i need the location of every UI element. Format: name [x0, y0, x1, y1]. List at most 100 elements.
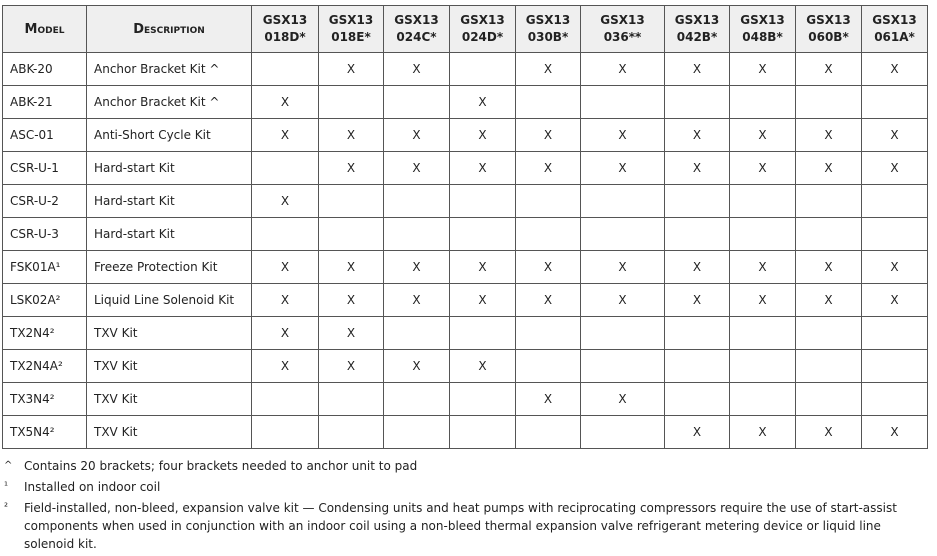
empty-cell — [664, 217, 730, 251]
description-cell: Hard-start Kit — [86, 151, 252, 185]
empty-cell — [861, 217, 928, 251]
column-header: GSX13 042B* — [664, 5, 730, 53]
footnote: ^ Contains 20 brackets; four brackets nee… — [4, 457, 929, 475]
empty-cell — [664, 382, 730, 416]
table-row: ABK-21 Anchor Bracket Kit ^ X X — [2, 85, 928, 119]
check-cell: X — [383, 349, 450, 383]
check-cell: X — [515, 118, 581, 152]
model-cell: ASC-01 — [2, 118, 87, 152]
check-cell: X — [795, 415, 862, 449]
check-cell: X — [729, 151, 796, 185]
empty-cell — [580, 349, 665, 383]
empty-cell — [729, 349, 796, 383]
check-cell: X — [515, 250, 581, 284]
empty-cell — [515, 184, 581, 218]
check-cell: X — [318, 349, 384, 383]
table-row: TX5N4² TXV Kit X X X X — [2, 415, 928, 449]
empty-cell — [515, 217, 581, 251]
footnote-mark: ² — [4, 502, 9, 513]
empty-cell — [515, 415, 581, 449]
header-row: Model Description GSX13 018D* GSX13 018E* GS… — [2, 5, 928, 53]
description-cell: TXV Kit — [86, 415, 252, 449]
empty-cell — [515, 85, 581, 119]
description-cell: Anchor Bracket Kit ^ — [86, 52, 252, 86]
check-cell: X — [318, 151, 384, 185]
footnote: ¹ Installed on indoor coil — [4, 478, 929, 496]
check-cell: X — [251, 85, 319, 119]
empty-cell — [251, 382, 319, 416]
accessory-table: Model Description GSX13 018D* GSX13 018E* GS… — [2, 5, 928, 449]
model-cell: CSR-U-3 — [2, 217, 87, 251]
empty-cell — [861, 85, 928, 119]
check-cell: X — [580, 382, 665, 416]
empty-cell — [383, 316, 450, 350]
model-cell: LSK02A² — [2, 283, 87, 317]
column-header: GSX13 018E* — [318, 5, 384, 53]
footnote-text: Contains 20 brackets; four brackets need… — [24, 459, 418, 473]
check-cell: X — [580, 118, 665, 152]
model-cell: TX2N4² — [2, 316, 87, 350]
check-cell: X — [861, 415, 928, 449]
empty-cell — [383, 382, 450, 416]
check-cell: X — [729, 283, 796, 317]
table-row: ABK-20 Anchor Bracket Kit ^ X X X X X X X X — [2, 52, 928, 86]
empty-cell — [251, 52, 319, 86]
check-cell: X — [664, 415, 730, 449]
description-cell: Anti-Short Cycle Kit — [86, 118, 252, 152]
check-cell: X — [383, 250, 450, 284]
model-cell: CSR-U-2 — [2, 184, 87, 218]
model-cell: ABK-21 — [2, 85, 87, 119]
check-cell: X — [664, 118, 730, 152]
model-cell: FSK01A¹ — [2, 250, 87, 284]
model-cell: TX3N4² — [2, 382, 87, 416]
description-cell: Anchor Bracket Kit ^ — [86, 85, 252, 119]
table-row: CSR-U-3 Hard-start Kit — [2, 217, 928, 251]
empty-cell — [449, 184, 516, 218]
empty-cell — [861, 184, 928, 218]
check-cell: X — [449, 250, 516, 284]
empty-cell — [795, 184, 862, 218]
empty-cell — [318, 85, 384, 119]
check-cell: X — [383, 52, 450, 86]
empty-cell — [795, 217, 862, 251]
check-cell: X — [729, 250, 796, 284]
empty-cell — [795, 316, 862, 350]
table-row: FSK01A¹ Freeze Protection Kit X X X X X X X X X X — [2, 250, 928, 284]
check-cell: X — [861, 151, 928, 185]
empty-cell — [318, 217, 384, 251]
description-cell: Hard-start Kit — [86, 217, 252, 251]
check-cell: X — [861, 118, 928, 152]
check-cell: X — [580, 151, 665, 185]
description-cell: TXV Kit — [86, 382, 252, 416]
empty-cell — [861, 349, 928, 383]
empty-cell — [449, 415, 516, 449]
check-cell: X — [580, 250, 665, 284]
check-cell: X — [515, 382, 581, 416]
table-row: ASC-01 Anti-Short Cycle Kit X X X X X X X X X X — [2, 118, 928, 152]
check-cell: X — [449, 118, 516, 152]
empty-cell — [861, 382, 928, 416]
empty-cell — [795, 382, 862, 416]
empty-cell — [318, 382, 384, 416]
empty-cell — [449, 217, 516, 251]
model-cell: ABK-20 — [2, 52, 87, 86]
check-cell: X — [515, 151, 581, 185]
footnote-text: Installed on indoor coil — [24, 480, 161, 494]
description-cell: TXV Kit — [86, 316, 252, 350]
empty-cell — [383, 217, 450, 251]
check-cell: X — [664, 52, 730, 86]
check-cell: X — [251, 316, 319, 350]
table-row: CSR-U-2 Hard-start Kit X — [2, 184, 928, 218]
check-cell: X — [383, 151, 450, 185]
empty-cell — [580, 316, 665, 350]
empty-cell — [729, 85, 796, 119]
empty-cell — [383, 85, 450, 119]
check-cell: X — [795, 250, 862, 284]
check-cell: X — [664, 151, 730, 185]
empty-cell — [580, 85, 665, 119]
check-cell: X — [861, 250, 928, 284]
column-header: GSX13 036** — [580, 5, 665, 53]
check-cell: X — [318, 118, 384, 152]
check-cell: X — [795, 118, 862, 152]
